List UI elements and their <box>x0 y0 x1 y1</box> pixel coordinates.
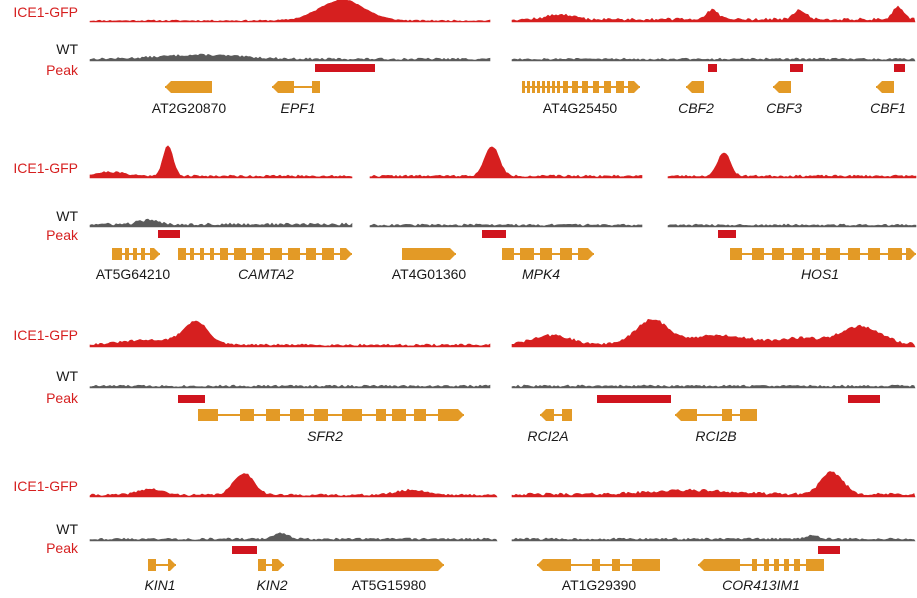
gene-model-cbf3 <box>773 81 791 93</box>
gene-model-rci2a <box>540 409 572 421</box>
gene-model-kin2 <box>258 559 284 571</box>
wt-track-label: WT <box>56 521 78 537</box>
gene-label: CAMTA2 <box>238 266 294 282</box>
ice1-gfp-track-label: ICE1-GFP <box>13 327 78 343</box>
ice1-signal-track <box>667 152 917 179</box>
gene-model-camta2 <box>178 248 352 260</box>
gene-model-kin1 <box>148 559 176 571</box>
gene-label: COR413IM1 <box>722 577 800 593</box>
gene-model-at4g01360 <box>402 248 456 260</box>
gene-label: SFR2 <box>307 428 343 444</box>
ice1-signal-track <box>511 318 916 348</box>
gene-label: AT4G01360 <box>392 266 467 282</box>
peak-bar <box>708 64 717 72</box>
gene-model-rci2b <box>675 409 757 421</box>
peak-bar <box>597 395 671 403</box>
gene-label: AT5G15980 <box>352 577 427 593</box>
gene-label: RCI2B <box>695 428 736 444</box>
ice1-gfp-track-label: ICE1-GFP <box>13 478 78 494</box>
gene-label: MPK4 <box>522 266 560 282</box>
peak-track-label: Peak <box>46 540 79 556</box>
gene-label: CBF3 <box>766 100 802 116</box>
gene-model-sfr2 <box>198 409 464 421</box>
peak-bar <box>178 395 205 403</box>
gene-label: HOS1 <box>801 266 839 282</box>
gene-model-cbf1 <box>876 81 894 93</box>
gene-label: RCI2A <box>527 428 568 444</box>
peak-bar <box>232 546 257 554</box>
wt-signal-track <box>667 223 917 228</box>
wt-signal-track <box>89 384 491 389</box>
gene-model-at4g25450 <box>522 81 640 93</box>
gene-label: KIN2 <box>256 577 287 593</box>
gene-model-cbf2 <box>686 81 704 93</box>
gene-model-at1g29390 <box>537 559 660 571</box>
peak-track-label: Peak <box>46 62 79 78</box>
gene-label: EPF1 <box>280 100 315 116</box>
gene-label: AT1G29390 <box>562 577 637 593</box>
wt-signal-track <box>511 57 916 62</box>
wt-track-label: WT <box>56 368 78 384</box>
gene-model-epf1 <box>272 81 320 93</box>
wt-signal-track <box>89 53 491 62</box>
peak-bar <box>482 230 506 238</box>
ice1-signal-track <box>89 473 498 498</box>
gene-model-at5g64210 <box>112 248 160 260</box>
ice1-signal-track <box>89 0 491 23</box>
gene-model-hos1 <box>730 248 916 260</box>
ice1-signal-track <box>511 471 916 498</box>
peak-bar <box>718 230 736 238</box>
gene-label: AT4G25450 <box>543 100 618 116</box>
ice1-signal-track <box>89 320 491 348</box>
ice1-signal-track <box>511 5 916 23</box>
wt-signal-track <box>511 384 916 389</box>
peak-bar <box>315 64 375 72</box>
wt-signal-track <box>511 534 916 542</box>
gene-model-mpk4 <box>502 248 594 260</box>
peak-track-label: Peak <box>46 227 79 243</box>
ice1-gfp-track-label: ICE1-GFP <box>13 4 78 20</box>
peak-bar <box>894 64 905 72</box>
gene-label: KIN1 <box>144 577 175 593</box>
gene-model-at2g20870 <box>165 81 212 93</box>
peak-bar <box>818 546 840 554</box>
ice1-gfp-track-label: ICE1-GFP <box>13 160 78 176</box>
peak-bar <box>790 64 803 72</box>
gene-model-at5g15980 <box>334 559 444 571</box>
gene-label: AT2G20870 <box>152 100 227 116</box>
ice1-signal-track <box>89 145 353 179</box>
gene-label: CBF2 <box>678 100 714 116</box>
wt-signal-track <box>89 532 498 542</box>
peak-track-label: Peak <box>46 390 79 406</box>
peak-bar <box>158 230 180 238</box>
gene-label: CBF1 <box>870 100 906 116</box>
gene-label: AT5G64210 <box>96 266 171 282</box>
wt-signal-track <box>369 223 643 228</box>
peak-bar <box>848 395 880 403</box>
wt-signal-track <box>89 218 353 228</box>
wt-track-label: WT <box>56 41 78 57</box>
gene-model-cor413im1 <box>698 559 824 571</box>
ice1-signal-track <box>369 146 643 179</box>
wt-track-label: WT <box>56 208 78 224</box>
